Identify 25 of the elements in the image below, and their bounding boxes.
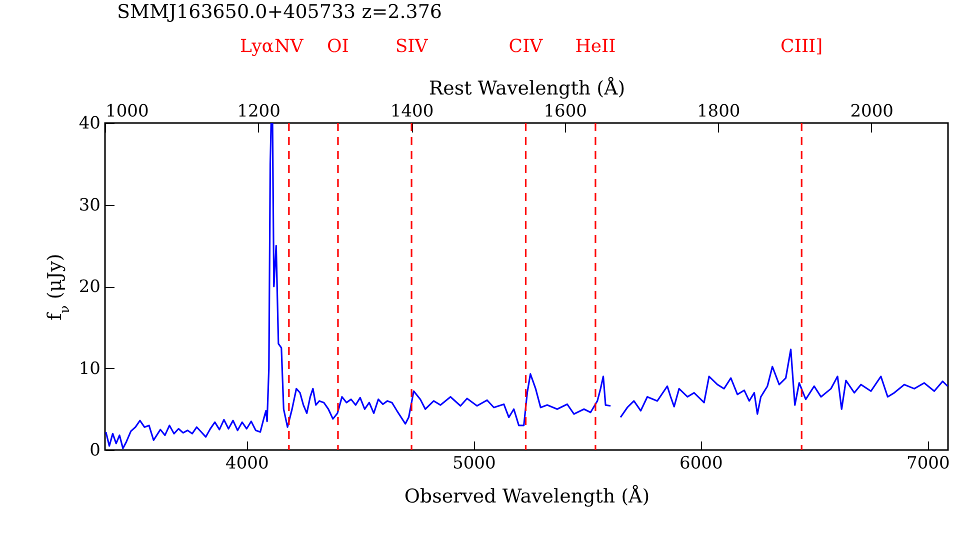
- x2-tick-label: 1600: [544, 102, 587, 122]
- y-tick-label: 40: [78, 114, 100, 134]
- x-tick-label: 5000: [452, 454, 496, 474]
- chart-title: SMMJ163650.0+405733 z=2.376: [117, 1, 442, 23]
- ref-line-label: CIV: [508, 36, 544, 57]
- ref-line-label: SIV: [395, 36, 429, 57]
- y-tick-label: 20: [78, 277, 100, 297]
- x2-axis-title: Rest Wavelength (Å): [428, 76, 626, 100]
- ref-line-label: CIII]: [780, 36, 823, 57]
- x2-tick-label: 1800: [696, 102, 740, 122]
- y-tick-label: 30: [78, 195, 100, 216]
- x-tick-label: 7000: [906, 454, 950, 474]
- x2-tick-label: 1200: [237, 102, 280, 122]
- y-tick-label: 10: [78, 358, 100, 379]
- text: Lyα: [240, 36, 274, 57]
- x-tick-label: 6000: [680, 454, 723, 474]
- x2-tick-label: 1000: [106, 102, 149, 122]
- x2-tick-label: 2000: [850, 102, 894, 122]
- x-tick-label: 4000: [226, 454, 269, 474]
- ref-line-label: OI: [327, 36, 349, 57]
- y-tick-label: 0: [90, 440, 100, 460]
- ref-line-label: NV: [274, 36, 304, 57]
- ref-line-label: HeII: [575, 36, 616, 57]
- x-axis-title: Observed Wavelength (Å): [404, 484, 650, 508]
- x2-tick-label: 1400: [390, 102, 434, 122]
